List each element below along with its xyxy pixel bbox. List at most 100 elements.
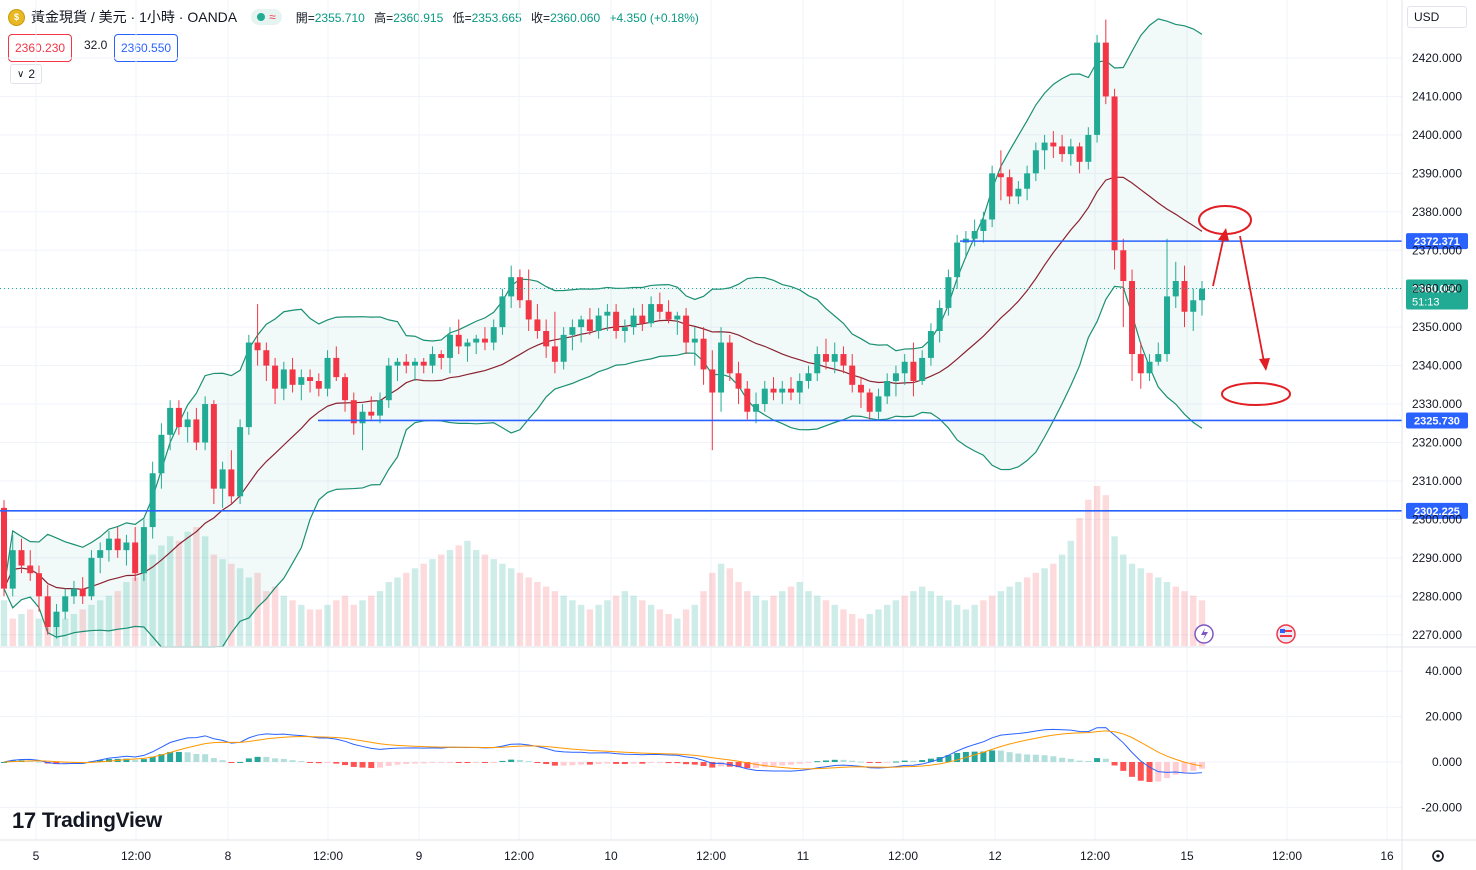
indicators-collapse-button[interactable]: ∨ 2 xyxy=(10,64,42,84)
volume-bar xyxy=(149,554,156,646)
macd-histogram-bar xyxy=(237,761,244,763)
candle-body xyxy=(718,342,725,393)
volume-bar xyxy=(744,591,751,646)
macd-histogram-bar xyxy=(481,762,488,763)
macd-histogram-bar xyxy=(464,762,471,763)
volume-bar xyxy=(1111,536,1118,646)
macd-histogram-bar xyxy=(254,756,261,762)
macd-histogram-bar xyxy=(613,762,620,764)
lightning-bolt-icon xyxy=(1201,628,1208,640)
candle-body xyxy=(27,565,34,574)
macd-histogram-bar xyxy=(1102,758,1109,762)
macd-tick-label: 20.000 xyxy=(1425,710,1462,724)
volume-bar xyxy=(18,614,25,646)
tradingview-logo[interactable]: 17 TradingView xyxy=(12,808,162,834)
time-tick-label: 12:00 xyxy=(1080,849,1110,863)
candle-body xyxy=(831,354,838,362)
volume-bar xyxy=(883,604,891,646)
sell-button[interactable]: 2360.230 xyxy=(8,34,73,62)
candle-body xyxy=(35,573,42,597)
macd-histogram-bar xyxy=(621,762,628,765)
volume-bar xyxy=(455,545,462,646)
candle-body xyxy=(1146,361,1153,374)
macd-histogram-bar xyxy=(989,750,996,762)
volume-bar xyxy=(621,591,629,646)
macd-histogram-bar xyxy=(543,762,550,765)
candle-body xyxy=(1085,134,1092,162)
macd-histogram-bar xyxy=(53,762,60,765)
volume-bar xyxy=(131,577,139,646)
macd-histogram-bar xyxy=(691,762,698,765)
volume-bar xyxy=(735,582,742,646)
volume-bar xyxy=(665,614,672,646)
candle-body xyxy=(324,357,331,389)
macd-histogram-bar xyxy=(158,754,165,762)
volume-bar xyxy=(446,550,454,646)
macd-histogram-bar xyxy=(1,762,7,763)
annotation-arrowhead-down xyxy=(1259,358,1270,371)
symbol-title[interactable]: 黃金現貨 / 美元 · 1小時 · OANDA xyxy=(31,9,238,25)
candle-body xyxy=(350,400,357,424)
macd-histogram-bar xyxy=(735,762,742,768)
macd-histogram-bar xyxy=(228,762,235,763)
candle-body xyxy=(490,327,497,343)
currency-selector[interactable]: USD xyxy=(1407,6,1467,28)
tradingview-logo-icon: 17 xyxy=(12,808,36,833)
macd-histogram-bar xyxy=(770,762,777,767)
time-tick-label: 5 xyxy=(33,849,40,863)
gear-center xyxy=(1436,854,1440,858)
time-tick-label: 16 xyxy=(1380,849,1394,863)
volume-bar xyxy=(420,563,427,646)
volume-bar xyxy=(761,600,768,646)
macd-histogram-bar xyxy=(508,759,515,762)
macd-histogram-bar xyxy=(429,762,436,763)
open-value: 2355.710 xyxy=(314,10,365,25)
volume-bar xyxy=(70,614,78,646)
macd-histogram-bar xyxy=(263,756,270,762)
macd-histogram-bar xyxy=(62,762,69,764)
gold-coin-icon: $ xyxy=(8,8,25,26)
macd-histogram-bar xyxy=(184,752,191,762)
candle-body xyxy=(184,419,191,428)
buy-button[interactable]: 2360.550 xyxy=(114,34,179,62)
volume-bar xyxy=(604,600,611,646)
volume-bar xyxy=(403,572,410,646)
candle-body xyxy=(263,350,270,366)
candle-body xyxy=(1067,146,1074,155)
price-tick-label: 2410.000 xyxy=(1412,89,1462,103)
volume-bar xyxy=(1006,586,1013,646)
time-tick-label: 11 xyxy=(797,849,810,863)
macd-histogram-bar xyxy=(805,762,812,763)
candle-body xyxy=(342,377,349,401)
volume-bar xyxy=(691,604,699,646)
macd-line xyxy=(3,727,1203,774)
price-tick-label: 2310.000 xyxy=(1412,474,1462,488)
candle-body xyxy=(989,173,996,220)
us-flag-canton xyxy=(1280,629,1285,633)
candle-body xyxy=(595,315,602,331)
macd-histogram-bar xyxy=(927,758,934,762)
volume-bar xyxy=(752,595,760,646)
macd-histogram-bar xyxy=(280,758,287,762)
macd-histogram-bar xyxy=(718,762,725,767)
market-status[interactable]: ≈ xyxy=(251,9,282,25)
candle-body xyxy=(368,411,375,416)
candle-body xyxy=(936,307,943,331)
candle-body xyxy=(289,369,296,385)
candle-body xyxy=(53,611,60,628)
volume-bar xyxy=(114,591,121,646)
candle-body xyxy=(1181,281,1188,312)
volume-bar xyxy=(9,618,16,646)
time-tick-label: 12:00 xyxy=(888,849,918,863)
candle-body xyxy=(237,427,244,497)
volume-bar xyxy=(787,586,795,646)
volume-bar xyxy=(473,550,480,646)
volume-bar xyxy=(1163,582,1171,646)
volume-bar xyxy=(394,577,401,646)
volume-bar xyxy=(210,554,218,646)
time-tick-label: 15 xyxy=(1180,849,1194,863)
volume-bar xyxy=(569,600,576,646)
macd-histogram-bar xyxy=(1120,762,1127,771)
candle-body xyxy=(1059,146,1066,155)
